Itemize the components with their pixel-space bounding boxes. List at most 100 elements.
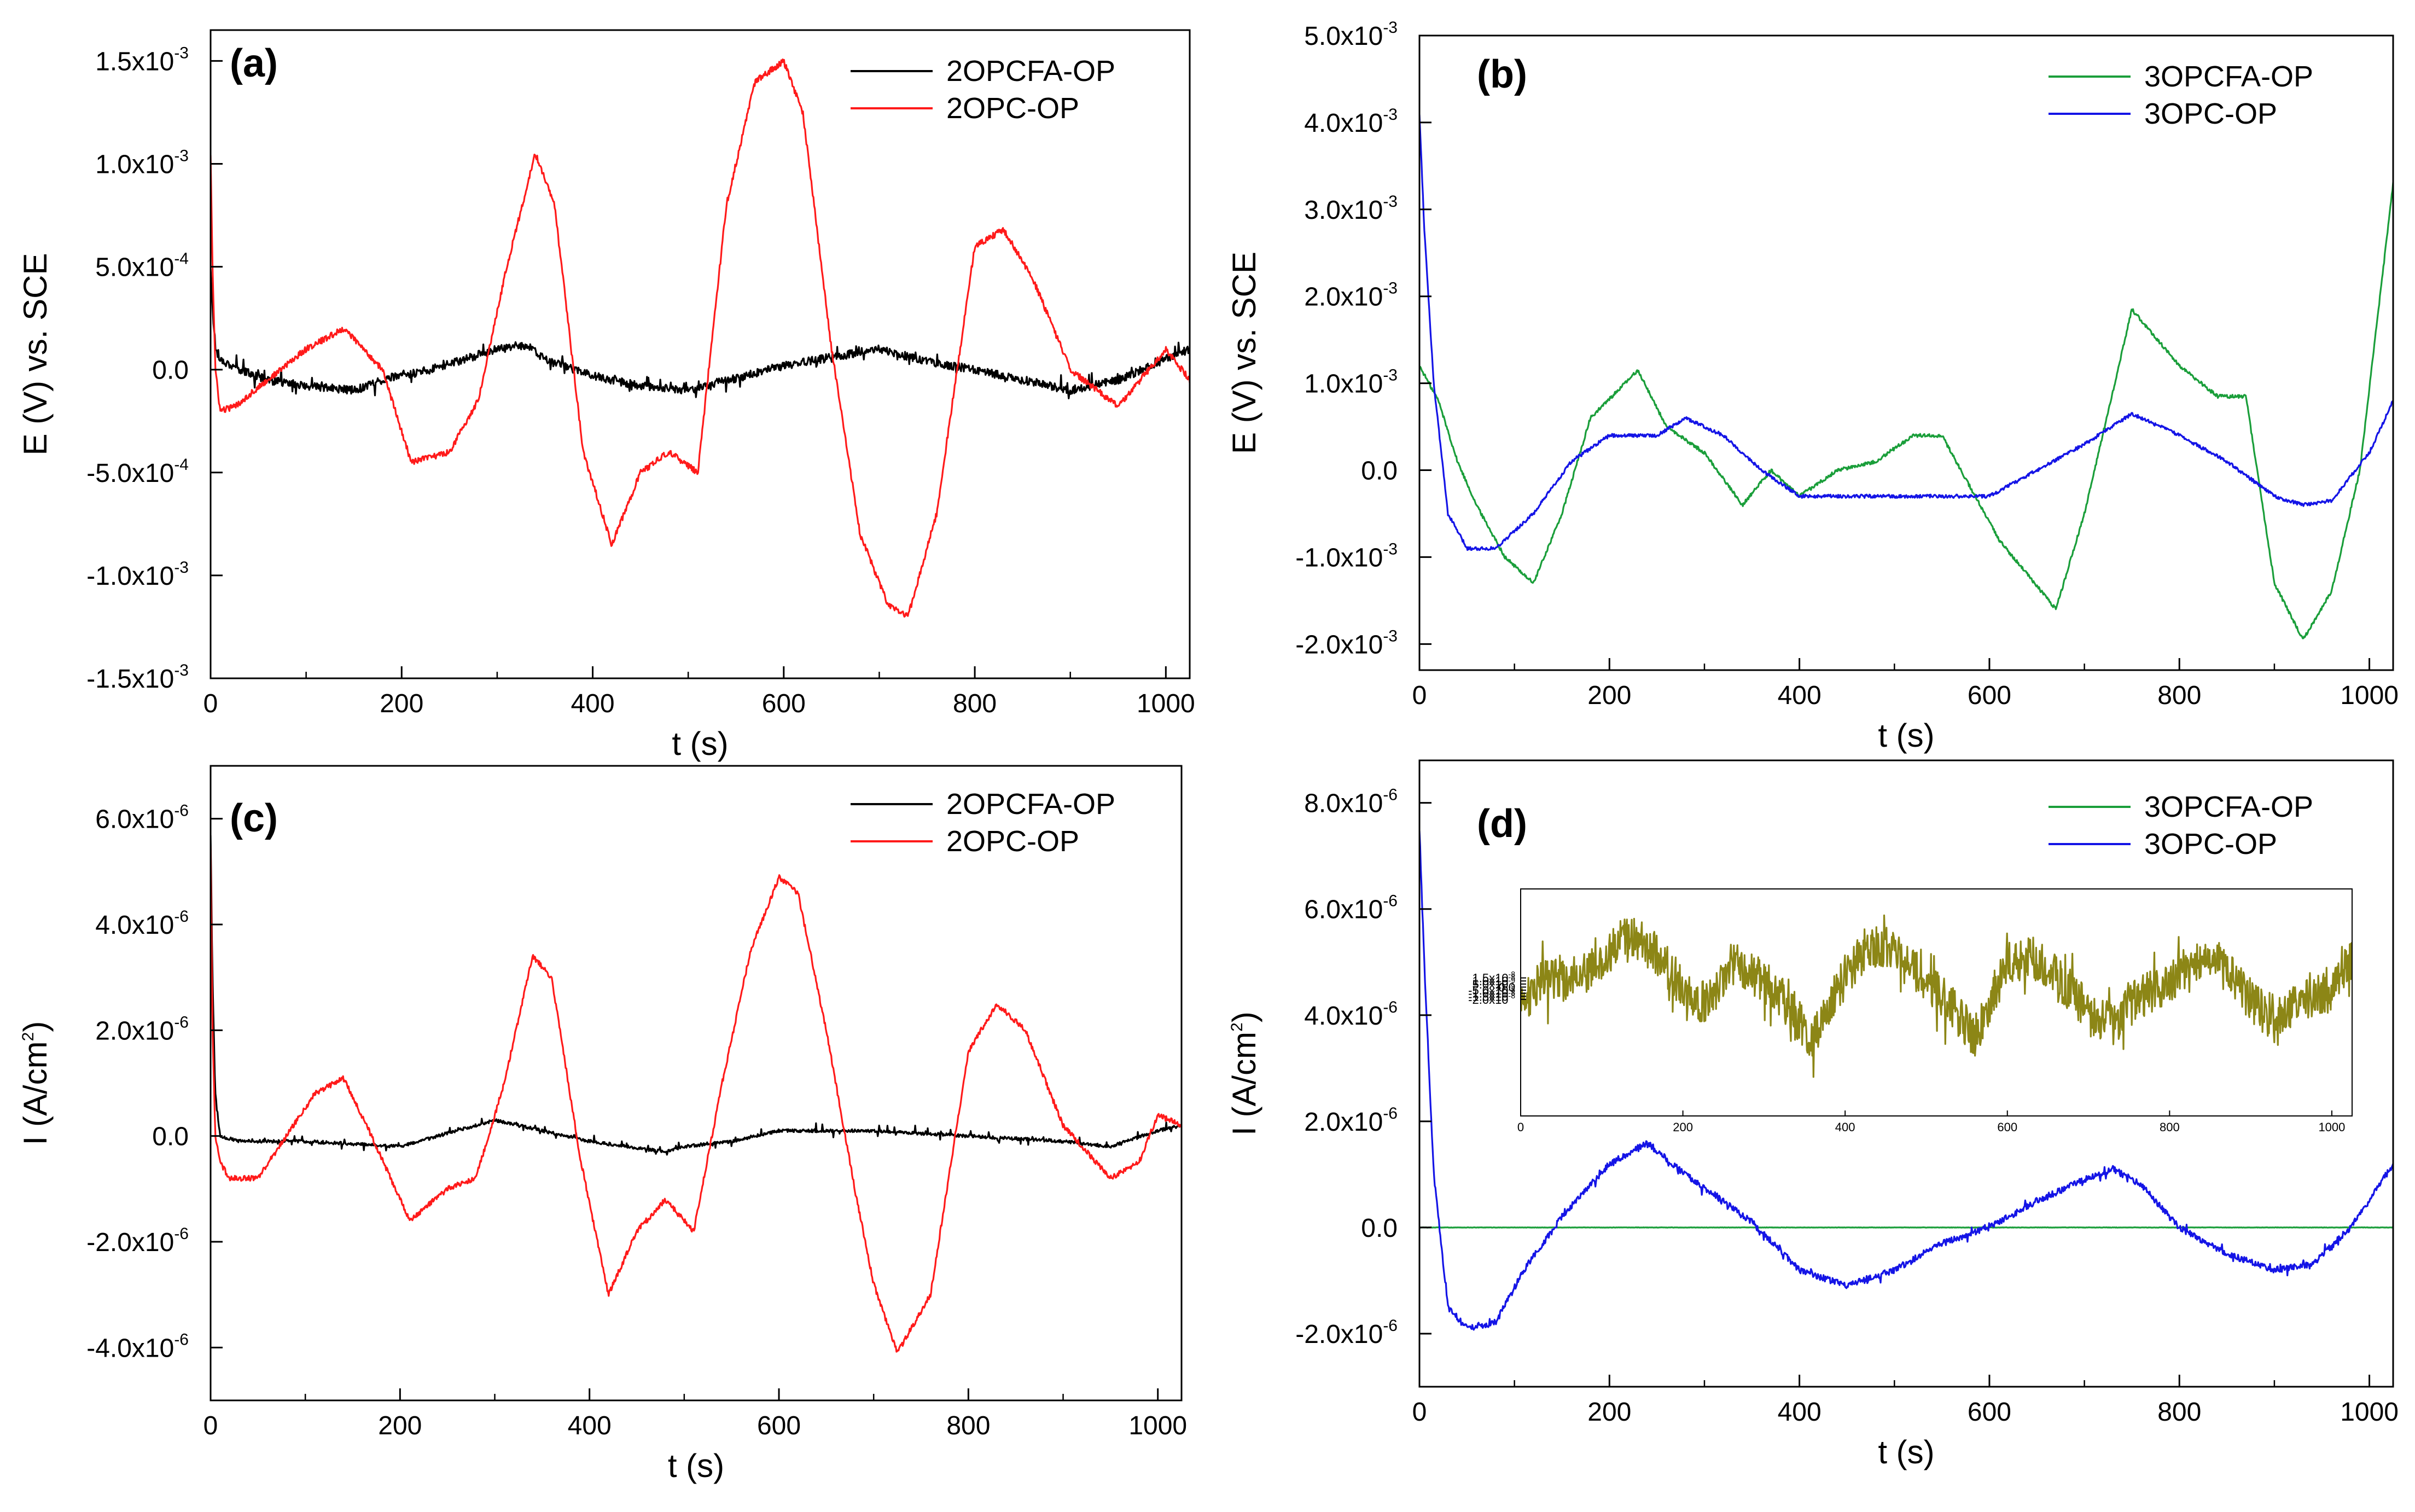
inset-x-tick-label: 0 — [1517, 1120, 1524, 1134]
inset-frame — [1520, 888, 2353, 1116]
x-tick-label-b: 400 — [1778, 681, 1822, 710]
y-tick-label-c: 2.0x10-6 — [95, 1013, 189, 1045]
x-tick-label-a: 600 — [762, 689, 806, 718]
plot-frame-d — [1418, 759, 2394, 1388]
x-tick-label-b: 1000 — [2340, 681, 2399, 710]
y-tick-label-c: 0.0 — [152, 1123, 189, 1152]
x-tick-label-b: 800 — [2157, 681, 2201, 710]
series-line-c-2OPCFA-OP — [211, 835, 1182, 1156]
inset-y-tick-label: -2.0x10-8 — [1468, 991, 1515, 1007]
inset-x-tick-label: 400 — [1835, 1120, 1855, 1134]
inset-x-tick-label: 200 — [1673, 1120, 1693, 1134]
x-tick-label-c: 800 — [946, 1411, 990, 1440]
plot-frame-a — [210, 29, 1191, 679]
chart-c: 0 200 400 600 800 1000 -4.0x10-6 -2.0x10-6 0.0 2.… — [17, 765, 1187, 1484]
series-group-d — [1419, 830, 2393, 1331]
legend-label-b: 3OPCFA-OP — [2144, 60, 2313, 93]
x-tick-label-c: 400 — [568, 1411, 612, 1440]
y-tick-label-a: 1.5x10-3 — [95, 44, 189, 76]
x-tick-label-d: 800 — [2157, 1398, 2201, 1427]
y-tick-label-d: 8.0x10-6 — [1304, 786, 1398, 818]
x-tick-label-d: 1000 — [2340, 1398, 2399, 1427]
series-group-c — [211, 835, 1182, 1353]
panel-label-c: (c) — [230, 796, 278, 840]
y-axis-title-b: E (V) vs. SCE — [1226, 252, 1262, 454]
y-tick-label-b: 2.0x10-3 — [1304, 280, 1398, 312]
x-tick-label-b: 0 — [1412, 681, 1427, 710]
panel-label-b: (b) — [1477, 53, 1527, 96]
y-tick-label-b: 0.0 — [1361, 457, 1398, 486]
y-tick-label-c: 6.0x10-6 — [95, 802, 189, 834]
chart-b: 0 200 400 600 800 1000 -2.0x10-3 -1.0x10-3 0.0 1.… — [1226, 19, 2399, 754]
x-tick-label-d: 200 — [1587, 1398, 1631, 1427]
x-tick-label-a: 200 — [380, 689, 423, 718]
y-tick-label-a: 0.0 — [152, 356, 189, 385]
series-line-a-2OPC-OP — [211, 58, 1190, 618]
legend-label-c: 2OPC-OP — [946, 825, 1079, 858]
x-axis-title-a: t (s) — [672, 725, 728, 762]
x-tick-label-b: 200 — [1587, 681, 1631, 710]
y-tick-label-d: -2.0x10-6 — [1295, 1317, 1398, 1349]
y-tick-label-d: 0.0 — [1361, 1214, 1398, 1243]
series-line-a-2OPCFA-OP — [211, 269, 1190, 399]
y-tick-label-c: 4.0x10-6 — [95, 908, 189, 940]
inset-y-tick-label: 1.5x10-8 — [1472, 970, 1515, 985]
inset-chart-d: 0 200 400 600 800 1000 -2.0x10-8-1.5x10-8-1.0x… — [1468, 888, 2353, 1134]
y-tick-label-a: -5.0x10-4 — [86, 456, 189, 488]
panel-label-a: (a) — [230, 42, 278, 85]
chart-a: 0 200 400 600 800 1000 -1.5x10-3 -1.0x10-3 -5.0x… — [17, 29, 1195, 762]
x-tick-label-a: 800 — [953, 689, 997, 718]
y-axis-title-c: I (A/cm2) — [17, 1021, 54, 1145]
y-tick-label-b: 5.0x10-3 — [1304, 19, 1398, 51]
y-tick-label-b: 4.0x10-3 — [1304, 106, 1398, 138]
inset-y-tick-label: 0.0 — [1498, 980, 1515, 994]
legend-label-b: 3OPC-OP — [2144, 97, 2277, 130]
y-tick-label-b: -1.0x10-3 — [1295, 540, 1398, 572]
inset-x-tick-label: 1000 — [2318, 1120, 2345, 1134]
legend-label-a: 2OPCFA-OP — [946, 55, 1115, 88]
inset-series-line — [1521, 914, 2352, 1078]
x-tick-label-c: 0 — [203, 1411, 218, 1440]
y-tick-label-a: 5.0x10-4 — [95, 250, 189, 282]
series-line-d-3OPC-OP — [1419, 830, 2393, 1331]
series-group-a — [211, 58, 1190, 618]
y-axis-title-a: E (V) vs. SCE — [17, 253, 54, 455]
y-tick-label-c: -2.0x10-6 — [86, 1225, 189, 1257]
inset-y-tick-label: -1.0x10-8 — [1468, 985, 1515, 1001]
legend-label-d: 3OPC-OP — [2144, 828, 2277, 860]
inset-y-tick-label: -5.0x10-9 — [1468, 982, 1515, 997]
series-group-b — [1419, 114, 2393, 639]
y-axis-title-d: I (A/cm2) — [1226, 1011, 1262, 1136]
series-line-b-3OPCFA-OP — [1419, 182, 2393, 639]
x-tick-label-a: 1000 — [1137, 689, 1195, 718]
y-tick-label-d: 2.0x10-6 — [1304, 1104, 1398, 1137]
y-tick-label-a: 1.0x10-3 — [95, 147, 189, 179]
inset-series-group — [1521, 914, 2352, 1078]
inset-x-tick-label: 600 — [1997, 1120, 2017, 1134]
x-tick-label-a: 400 — [571, 689, 614, 718]
panel-label-d: (d) — [1477, 802, 1527, 846]
y-tick-label-d: 6.0x10-6 — [1304, 892, 1398, 924]
legend-label-c: 2OPCFA-OP — [946, 788, 1115, 821]
x-tick-label-d: 0 — [1412, 1398, 1427, 1427]
series-line-b-3OPC-OP — [1419, 114, 2393, 551]
plot-frame-b — [1418, 34, 2394, 671]
x-tick-label-c: 600 — [757, 1411, 801, 1440]
x-tick-label-a: 0 — [203, 689, 218, 718]
x-tick-label-c: 200 — [378, 1411, 422, 1440]
y-tick-label-b: 1.0x10-3 — [1304, 367, 1398, 399]
inset-y-tick-label: 1.0x10-8 — [1472, 973, 1515, 988]
inset-y-tick-label: -1.5x10-8 — [1468, 988, 1515, 1003]
series-line-c-2OPC-OP — [211, 846, 1182, 1353]
y-tick-label-a: -1.5x10-3 — [86, 661, 189, 694]
x-axis-title-c: t (s) — [668, 1447, 724, 1484]
inset-y-tick-label: 5.0x10-9 — [1472, 976, 1515, 991]
x-tick-label-c: 1000 — [1128, 1411, 1187, 1440]
y-tick-label-b: 3.0x10-3 — [1304, 193, 1398, 225]
x-axis-title-d: t (s) — [1878, 1434, 1934, 1470]
inset-x-tick-label: 800 — [2160, 1120, 2180, 1134]
x-tick-label-d: 600 — [1968, 1398, 2011, 1427]
y-tick-label-b: -2.0x10-3 — [1295, 627, 1398, 659]
x-tick-label-b: 600 — [1968, 681, 2011, 710]
